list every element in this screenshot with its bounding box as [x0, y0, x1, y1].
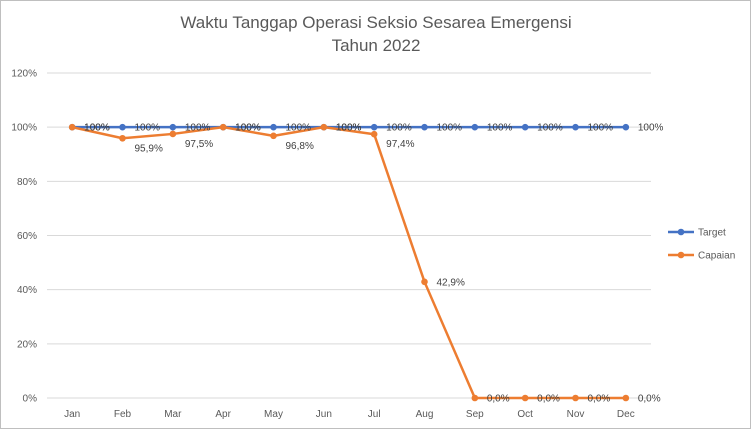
data-point-capaian [421, 278, 428, 286]
y-tick-label: 120% [11, 69, 37, 80]
data-point-capaian [471, 394, 479, 402]
x-tick-label: May [264, 409, 283, 420]
data-point-target [270, 123, 277, 131]
data-point-target [169, 123, 177, 131]
y-tick-label: 100% [11, 123, 37, 134]
data-label-capaian: 0,0% [487, 394, 510, 405]
data-label-target: 100% [588, 123, 614, 134]
y-tick-label: 0% [23, 394, 38, 405]
x-tick-label: Jan [64, 409, 80, 420]
data-label-capaian: 42,9% [437, 277, 465, 288]
data-label-target: 100% [286, 123, 312, 134]
chart-title-line-2: Tahun 2022 [332, 36, 421, 55]
data-label-target: 100% [84, 123, 110, 134]
legend-marker-target [677, 228, 685, 236]
data-label-capaian: 100% [235, 123, 261, 134]
data-label-target: 100% [487, 123, 513, 134]
y-tick-label: 40% [17, 285, 37, 296]
x-tick-label: Mar [164, 409, 182, 420]
data-label-capaian: 97,5% [185, 139, 213, 150]
x-tick-label: Dec [617, 409, 635, 420]
data-point-target [622, 123, 630, 131]
data-label-target: 100% [386, 123, 412, 134]
data-point-capaian [68, 123, 76, 131]
x-tick-label: Nov [567, 409, 585, 420]
y-tick-label: 60% [17, 231, 37, 242]
x-tick-label: Apr [215, 409, 231, 420]
data-label-capaian: 97,4% [386, 139, 414, 150]
data-label-target: 100% [336, 123, 362, 134]
data-label-capaian: 95,9% [135, 143, 163, 154]
data-label-capaian: 0,0% [537, 394, 560, 405]
x-tick-label: Aug [416, 409, 434, 420]
data-point-capaian [521, 394, 529, 402]
data-point-target [572, 123, 579, 131]
y-tick-label: 20% [17, 339, 37, 350]
data-label-capaian: 0,0% [588, 394, 611, 405]
data-label-target: 100% [185, 123, 211, 134]
data-point-capaian [219, 123, 227, 131]
data-label-capaian: 100% [336, 123, 362, 134]
data-point-target [119, 123, 126, 131]
data-point-capaian [320, 123, 328, 131]
x-tick-label: Feb [114, 409, 132, 420]
legend-label-capaian: Capaian [698, 251, 735, 262]
data-label-capaian: 96,8% [286, 141, 314, 152]
series-line-capaian [71, 125, 626, 400]
data-label-capaian: 100% [84, 123, 110, 134]
y-tick-label: 80% [17, 177, 37, 188]
data-point-capaian [370, 130, 378, 138]
x-tick-label: Jun [316, 409, 332, 420]
data-point-capaian [169, 130, 177, 138]
data-label-capaian: 0,0% [638, 394, 661, 405]
data-point-target [471, 123, 479, 131]
data-label-target: 100% [437, 123, 463, 134]
chart-title-line-1: Waktu Tanggap Operasi Seksio Sesarea Eme… [180, 13, 571, 32]
data-label-target: 100% [235, 123, 261, 134]
x-tick-label: Sep [466, 409, 484, 420]
data-point-capaian [270, 132, 277, 140]
data-point-target [521, 123, 529, 131]
x-tick-label: Oct [517, 409, 533, 420]
legend-label-target: Target [698, 228, 726, 239]
data-point-capaian [572, 394, 579, 402]
data-point-capaian [622, 394, 630, 402]
legend-marker-capaian [677, 251, 685, 259]
data-point-target [370, 123, 378, 131]
data-point-target [421, 123, 428, 131]
data-label-target: 100% [135, 123, 161, 134]
x-tick-label: Jul [368, 409, 381, 420]
data-point-capaian [119, 134, 126, 142]
data-label-target: 100% [537, 123, 563, 134]
data-label-target: 100% [638, 123, 664, 134]
